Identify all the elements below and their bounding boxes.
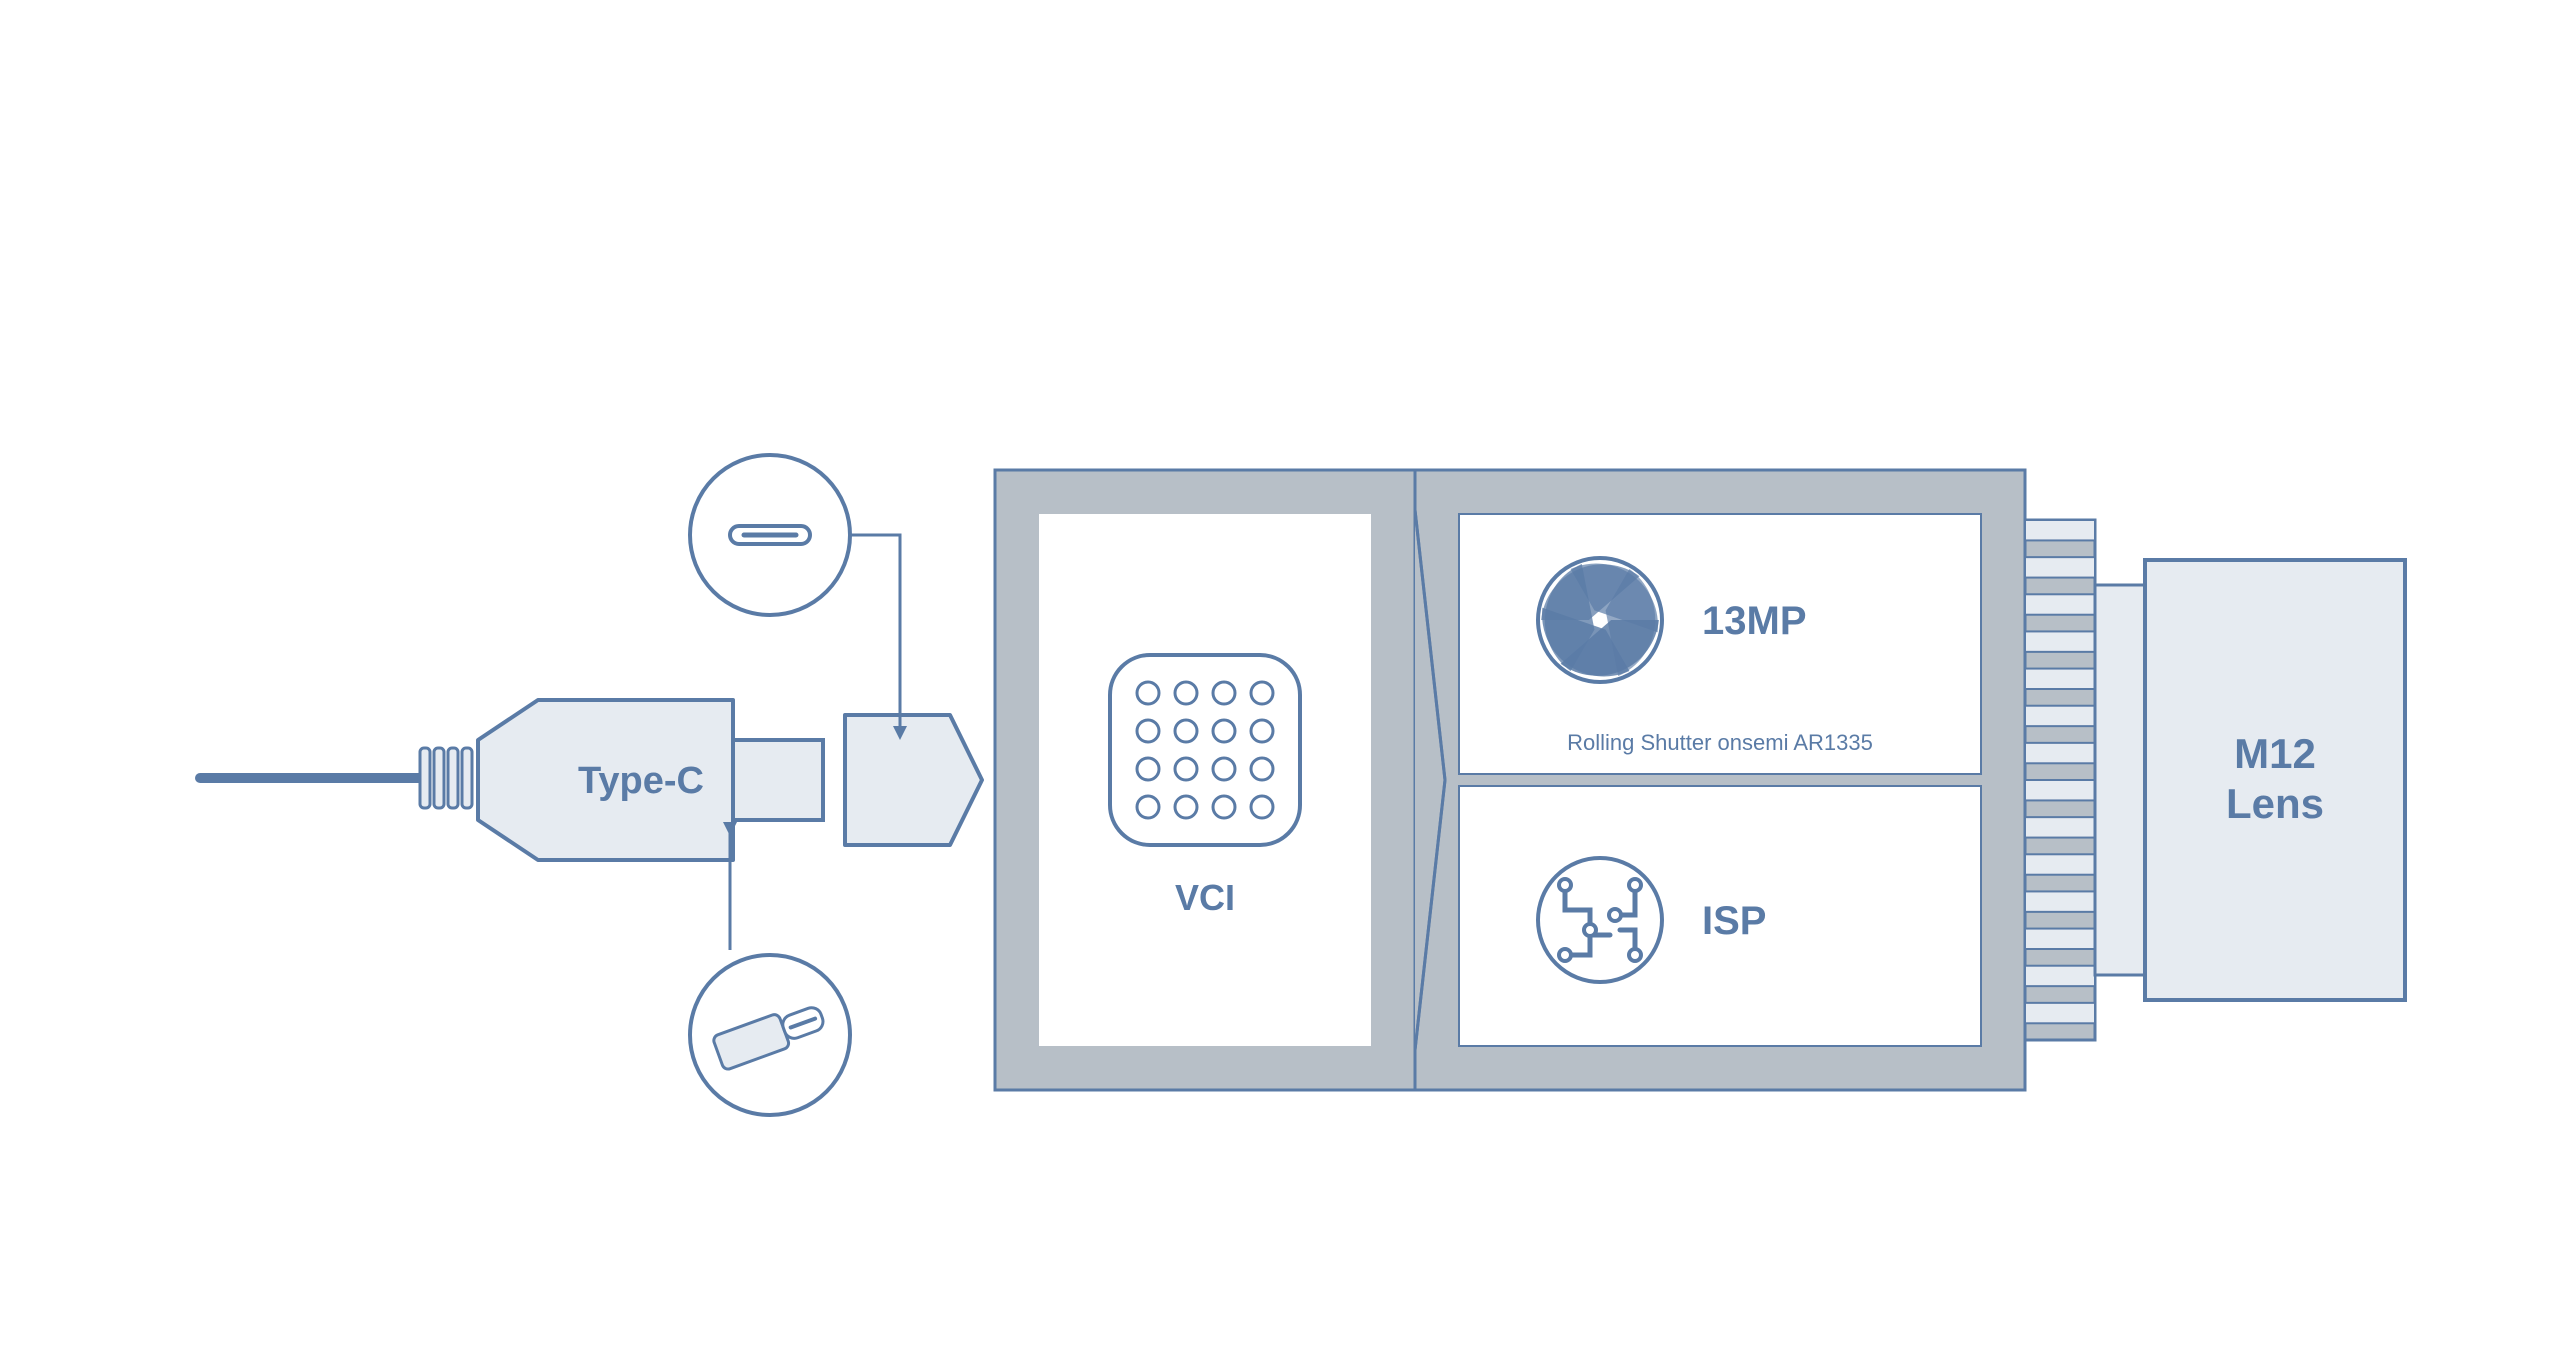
lens-label-line1: M12 (2234, 730, 2316, 777)
lens-label-line2: Lens (2226, 780, 2324, 827)
type-c-label: Type-C (578, 760, 704, 802)
usb-socket (845, 715, 982, 845)
vci-label: VCI (1175, 877, 1235, 918)
isp-label: ISP (1702, 899, 1766, 943)
sensor-model-label: Rolling Shutter onsemi AR1335 (1567, 730, 1873, 755)
megapixel-label: 13MP (1702, 599, 1807, 643)
usb-plug-tip (733, 740, 823, 820)
